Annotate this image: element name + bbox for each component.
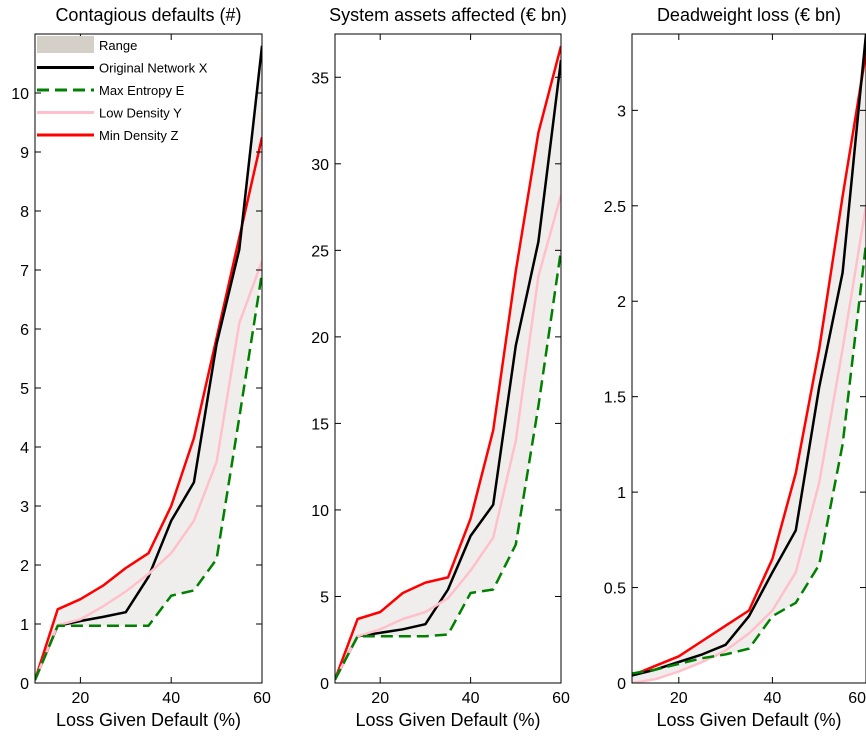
y-tick-label: 5 [20,381,29,398]
y-tick-label: 2.5 [604,199,626,216]
range-band [632,34,866,683]
y-tick-label: 15 [311,416,329,433]
y-tick-label: 3 [617,103,626,120]
y-tick-label: 6 [20,322,29,339]
range-band [35,45,262,681]
series-line-min-density-z [335,45,561,680]
chart-title: Contagious defaults (#) [55,5,241,25]
y-tick-label: 25 [311,243,329,260]
panel-deadweight-loss: 20 40 60 0 0.5 1 1.5 2 2.5 3 Deadweight loss (€ bn… [604,5,866,730]
y-tick-label: 0 [320,676,329,693]
y-tick-label: 1 [20,617,29,634]
legend-label: Min Density Z [99,128,179,143]
y-tick-label: 3 [20,499,29,516]
y-tick-label: 8 [20,204,29,221]
plot-area [632,34,866,683]
series-line-original-network-x [35,45,262,681]
x-tick-label: 60 [848,690,866,707]
x-tick-label: 20 [72,690,90,707]
y-tick-label: 0 [20,676,29,693]
x-tick-label: 40 [462,690,480,707]
x-axis-label: Loss Given Default (%) [656,710,841,730]
series-line-min-density-z [632,52,866,677]
y-tick-label: 9 [20,145,29,162]
y-tick-label: 20 [311,330,329,347]
series-line-min-density-z [35,137,262,681]
chart-title: System assets affected (€ bn) [329,5,567,25]
y-tick-label: 1 [617,485,626,502]
legend: Range Original Network X Max Entropy E Low … [37,36,208,143]
y-tick-label: 10 [11,86,29,103]
y-tick-label: 0 [617,676,626,693]
legend-label: Range [99,38,137,53]
legend-label: Low Density Y [99,106,182,121]
y-tick-label: 0.5 [604,581,626,598]
series-line-max-entropy-e [35,272,262,681]
y-tick-label: 1.5 [604,390,626,407]
y-tick-label: 30 [311,157,329,174]
axes-box [631,33,866,684]
y-tick-label: 2 [20,558,29,575]
panel-contagious-defaults: 20 40 60 0 1 2 3 4 5 6 7 8 9 10 Contagious defaults (#… [11,5,271,730]
series-line-low-density-y [632,205,866,683]
series-line-low-density-y [35,260,262,681]
y-tick-label: 2 [617,294,626,311]
axes-box [34,33,263,684]
y-tick-label: 10 [311,503,329,520]
series-line-low-density-y [335,194,561,681]
x-tick-label: 40 [764,690,782,707]
legend-label: Max Entropy E [99,83,185,98]
y-tick-label: 7 [20,263,29,280]
y-tick-label: 5 [320,589,329,606]
panel-system-assets-affected: 20 40 60 0 5 10 15 20 25 30 35 System assets affect… [311,5,570,730]
axes-box [334,33,562,684]
series-line-original-network-x [335,59,561,681]
series-line-max-entropy-e [335,250,561,681]
x-tick-label: 60 [552,690,570,707]
legend-label: Original Network X [99,61,208,76]
plot-area [335,45,561,681]
x-tick-label: 20 [371,690,389,707]
x-axis-label: Loss Given Default (%) [355,710,540,730]
x-tick-label: 40 [162,690,180,707]
chart-title: Deadweight loss (€ bn) [657,5,841,25]
x-tick-label: 60 [253,690,271,707]
x-axis-label: Loss Given Default (%) [56,710,241,730]
y-tick-label: 35 [311,70,329,87]
plot-area [35,45,262,681]
range-band [335,46,561,680]
series-line-max-entropy-e [632,243,866,675]
y-tick-label: 4 [20,440,29,457]
x-tick-label: 20 [670,690,688,707]
legend-swatch-range [37,36,94,53]
